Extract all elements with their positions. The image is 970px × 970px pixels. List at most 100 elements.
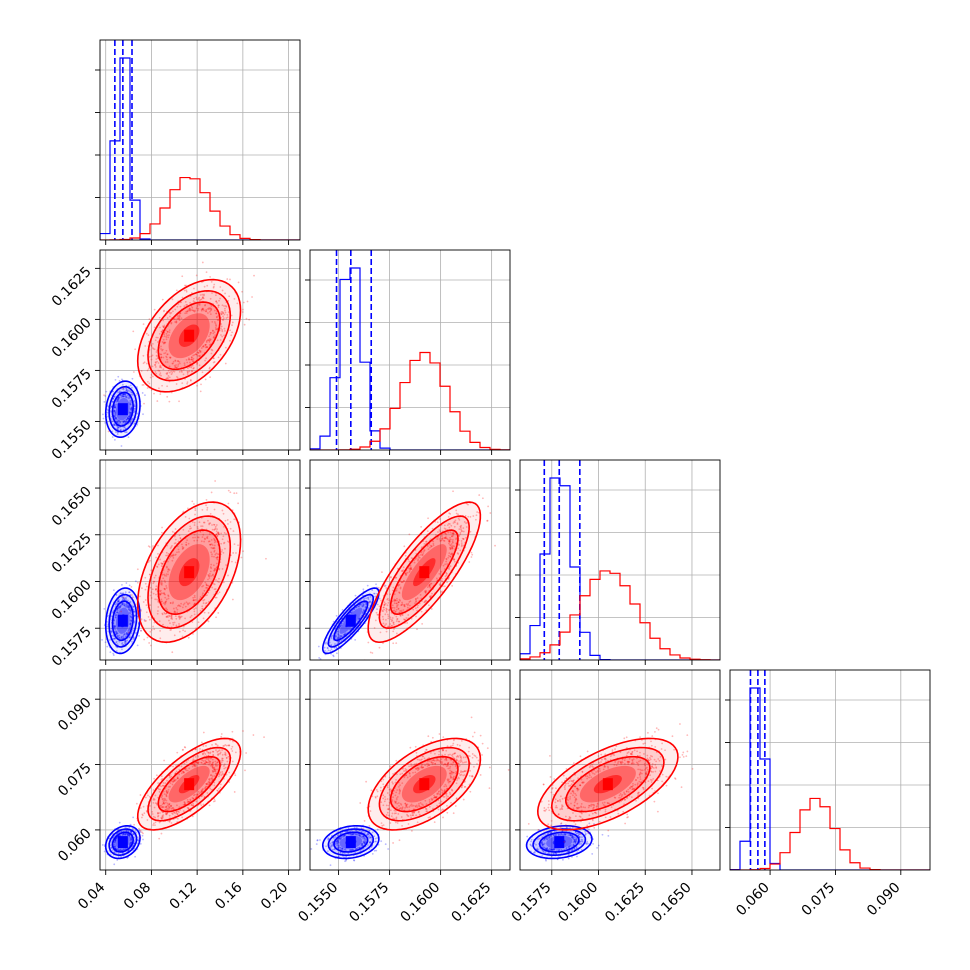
scatter-point <box>166 809 168 812</box>
scatter-point <box>349 848 352 851</box>
scatter-point <box>424 591 427 594</box>
scatter-point <box>462 530 465 533</box>
scatter-point <box>124 640 127 643</box>
scatter-point <box>133 842 135 845</box>
density-peak <box>184 778 195 791</box>
scatter-point <box>358 617 361 620</box>
scatter-point <box>122 829 125 832</box>
scatter-point <box>169 602 172 604</box>
scatter-point <box>470 556 473 558</box>
scatter-point <box>128 628 131 631</box>
scatter-point <box>367 833 370 836</box>
scatter-point <box>116 426 119 429</box>
scatter-point <box>158 790 161 793</box>
scatter-point <box>180 602 183 605</box>
scatter-point <box>177 540 180 543</box>
density-contour <box>389 529 459 616</box>
scatter-point <box>219 286 222 288</box>
scatter-point <box>139 807 142 809</box>
scatter-point <box>166 812 168 815</box>
scatter-point <box>113 841 116 844</box>
scatter-point <box>205 602 208 604</box>
y-tick-label: 0.090 <box>55 695 95 735</box>
scatter-point <box>110 631 113 634</box>
scatter-point <box>203 751 205 754</box>
scatter-point <box>207 573 210 576</box>
panel-frame <box>309 249 511 451</box>
scatter-point <box>200 308 203 311</box>
scatter-point <box>203 293 205 296</box>
scatter-point <box>434 796 436 798</box>
scatter-point <box>449 555 452 558</box>
scatter-point <box>139 829 142 832</box>
scatter-point <box>475 514 478 517</box>
scatter-point <box>444 536 447 538</box>
scatter-point <box>153 308 156 311</box>
scatter-point <box>155 774 158 777</box>
scatter-point <box>129 414 132 416</box>
scatter-point <box>447 780 450 783</box>
scatter-point <box>193 524 196 526</box>
scatter-point <box>128 591 130 594</box>
scatter-point <box>215 328 218 331</box>
scatter-point <box>123 598 126 600</box>
scatter-point <box>351 833 354 836</box>
scatter-point <box>189 525 192 528</box>
scatter-point <box>386 608 388 611</box>
scatter-point <box>213 547 216 550</box>
scatter-point <box>460 540 463 542</box>
scatter-point <box>170 370 173 373</box>
scatter-point <box>197 621 200 624</box>
scatter-point <box>122 421 125 424</box>
scatter-point <box>200 789 203 792</box>
scatter-point <box>165 554 167 557</box>
density-peak <box>184 329 195 342</box>
scatter-point <box>405 774 407 777</box>
scatter-point <box>450 776 453 779</box>
scatter-point <box>125 418 128 421</box>
scatter-point <box>165 813 168 816</box>
scatter-point <box>144 599 147 601</box>
scatter-point <box>449 775 452 778</box>
x-tick-label: 0.16 <box>212 879 245 912</box>
scatter-point <box>211 777 213 779</box>
scatter-point <box>462 538 465 540</box>
scatter-point <box>216 753 219 756</box>
scatter-point <box>165 587 168 589</box>
scatter-point <box>222 312 224 314</box>
scatter-point <box>130 620 133 622</box>
scatter-point <box>162 338 165 341</box>
scatter-point <box>192 794 195 797</box>
scatter-point <box>198 304 201 306</box>
scatter-point <box>355 833 358 836</box>
scatter-point <box>172 360 175 363</box>
scatter-point <box>211 761 214 764</box>
scatter-point <box>161 816 164 819</box>
scatter-point <box>174 542 177 544</box>
scatter-point <box>362 608 365 611</box>
scatter-point <box>192 797 195 800</box>
scatter-point <box>213 523 215 526</box>
scatter-point <box>117 397 120 399</box>
scatter-point <box>197 351 200 354</box>
scatter-point <box>208 307 211 309</box>
scatter-point <box>226 314 229 316</box>
scatter-point <box>125 632 128 635</box>
scatter-point <box>206 761 209 764</box>
scatter-point <box>117 426 120 429</box>
scatter-point <box>426 586 429 589</box>
scatter-point <box>392 606 394 609</box>
scatter-point <box>209 777 211 780</box>
scatter-point <box>229 527 232 530</box>
scatter-point <box>121 648 123 651</box>
scatter-point <box>139 831 142 833</box>
scatter-point <box>162 800 165 802</box>
scatter-point <box>130 616 132 618</box>
scatter-point <box>430 545 433 548</box>
scatter-point <box>387 617 390 620</box>
scatter-point <box>456 522 459 525</box>
scatter-point <box>113 619 115 622</box>
scatter-point <box>415 600 418 603</box>
scatter-point <box>116 398 119 401</box>
scatter-point <box>214 553 217 556</box>
